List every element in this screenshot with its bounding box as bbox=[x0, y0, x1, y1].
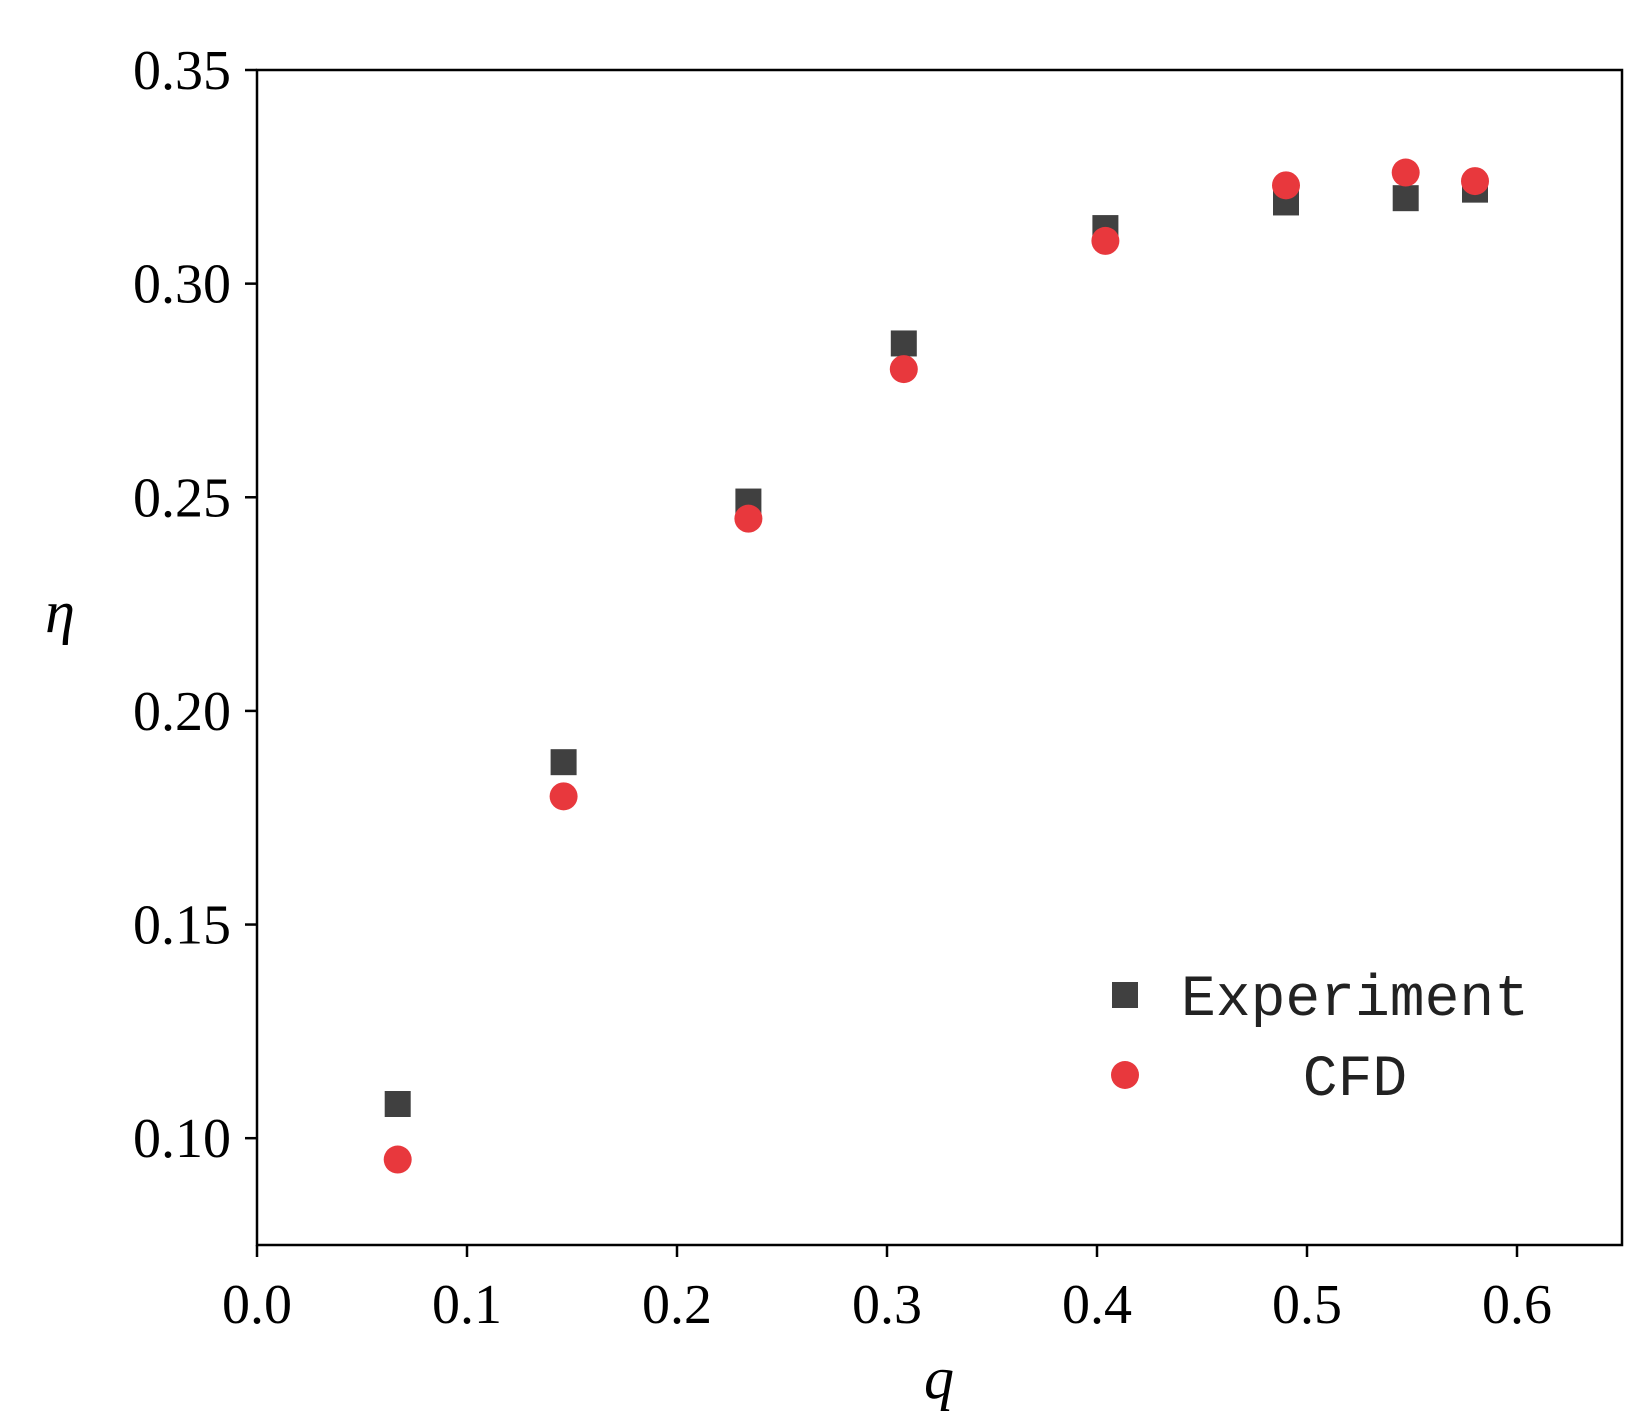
legend-marker-square bbox=[1112, 982, 1138, 1008]
plot-frame bbox=[255, 68, 1624, 1247]
cfd-point bbox=[1091, 226, 1120, 255]
y-tick-label: 0.30 bbox=[133, 254, 231, 316]
x-axis-label: q bbox=[924, 1345, 954, 1411]
cfd-point bbox=[1391, 158, 1420, 187]
x-tick-label: 0.4 bbox=[1062, 1274, 1132, 1336]
y-tick-label: 0.10 bbox=[133, 1108, 231, 1170]
x-axis: 0.0 0.1 0.2 0.3 0.4 0.5 0.6 bbox=[222, 1245, 1552, 1336]
x-tick-label: 0.2 bbox=[642, 1274, 712, 1336]
y-axis-label: η bbox=[45, 579, 75, 645]
cfd-point bbox=[734, 504, 763, 533]
legend-marker-circle bbox=[1111, 1061, 1139, 1089]
cfd-point bbox=[383, 1145, 412, 1174]
legend-label-experiment: Experiment bbox=[1181, 968, 1529, 1033]
y-tick-label: 0.35 bbox=[133, 40, 231, 102]
cfd-point bbox=[1272, 171, 1300, 200]
x-tick-label: 0.1 bbox=[432, 1274, 502, 1336]
cfd-point bbox=[549, 782, 578, 811]
data-points bbox=[383, 158, 1489, 1174]
y-tick-label: 0.20 bbox=[133, 681, 231, 743]
y-tick-label: 0.25 bbox=[133, 467, 231, 529]
cfd-point bbox=[1461, 167, 1489, 196]
x-tick-label: 0.6 bbox=[1482, 1274, 1552, 1336]
y-tick-label: 0.15 bbox=[133, 895, 231, 957]
x-tick-label: 0.5 bbox=[1272, 1274, 1342, 1336]
y-axis: 0.10 0.15 0.20 0.25 0.30 0.35 bbox=[133, 40, 257, 1170]
x-tick-label: 0.3 bbox=[852, 1274, 922, 1336]
experiment-point bbox=[1392, 185, 1419, 212]
x-tick-label: 0.0 bbox=[222, 1274, 292, 1336]
legend: Experiment CFD bbox=[1111, 968, 1529, 1113]
cfd-point bbox=[889, 355, 918, 384]
experiment-point bbox=[384, 1091, 411, 1117]
experiment-point bbox=[550, 749, 577, 776]
legend-label-cfd: CFD bbox=[1303, 1048, 1407, 1113]
experiment-point bbox=[890, 330, 917, 357]
